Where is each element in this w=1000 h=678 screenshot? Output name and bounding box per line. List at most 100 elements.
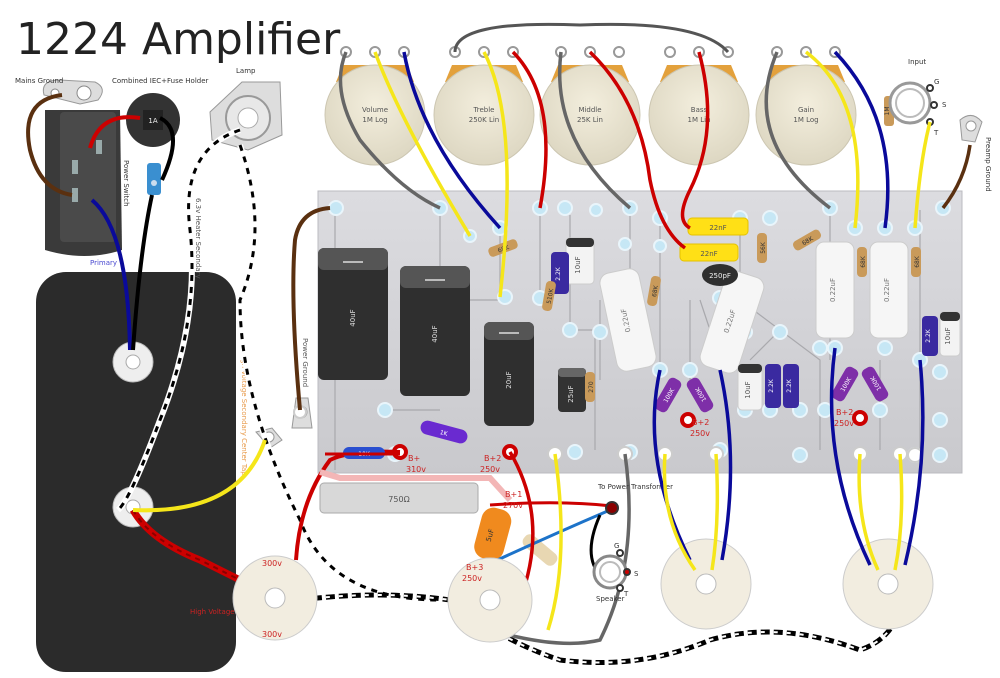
bplus2-voltage: 250v <box>480 465 500 474</box>
cap-value: 10uF <box>574 256 582 273</box>
iec-fuse-holder <box>45 110 122 256</box>
resistor-value: 2.2K <box>768 378 775 393</box>
bplus1-label: B+1 <box>505 490 522 499</box>
input-label: Input <box>908 58 926 66</box>
wire-gain-grey <box>764 51 832 210</box>
pot-label: Middle <box>578 106 601 114</box>
resistor-1k-purple: 1K <box>420 420 468 444</box>
wire-heater-chain-b <box>299 594 901 664</box>
pot-volume[interactable]: Volume 1M Log <box>324 46 426 166</box>
wire-middle-red <box>588 50 687 250</box>
resistor-value: 270 <box>588 381 595 393</box>
cap-value: 22nF <box>709 224 726 232</box>
resistor-68k-b: 68K <box>647 275 661 307</box>
input-s-label: S <box>942 101 947 109</box>
resistor-510k: 510K <box>542 280 556 312</box>
pot-value: 1M Log <box>362 116 387 124</box>
preamp-ground-label: Preamp Ground <box>984 137 992 192</box>
lamp-label: Lamp <box>236 67 256 75</box>
cap-10uf-b: 10uF <box>737 363 763 411</box>
resistor-100k-d: 100K <box>861 366 889 402</box>
resistor-value: 2.2K <box>786 378 793 393</box>
iec-label: Combined IEC+Fuse Holder <box>112 77 209 85</box>
cap-250pf: 250pF <box>702 264 738 286</box>
tube-socket-v2 <box>842 538 934 630</box>
wire-center-tap <box>132 439 267 513</box>
speaker-label: Speaker <box>596 595 625 603</box>
pot-middle[interactable]: Middle 25K Lin <box>539 46 641 166</box>
pot-value: 1M Lin <box>688 116 711 124</box>
pot-bass[interactable]: Bass 1M Lin <box>648 46 750 166</box>
resistor-56k: 56K <box>757 233 767 263</box>
wire-power-ground <box>291 206 331 411</box>
resistor-value: 56K <box>760 241 767 254</box>
bplus2-voltage: 250v <box>690 429 710 438</box>
cap-value: 10uF <box>944 327 952 344</box>
wire-bass-red <box>680 51 710 230</box>
cap-022-c: 0.22uF <box>815 241 855 339</box>
fuse-holder: 1A <box>126 93 180 147</box>
bplus2-label: B+2 <box>484 454 501 463</box>
resistor-68k-d: 68K <box>857 247 867 277</box>
resistor-2k2-b: 2.2K <box>922 316 938 356</box>
primary-label: Primary <box>90 259 117 267</box>
resistor-value: 510K <box>546 287 556 304</box>
cap-25uf: 25uF <box>558 368 586 412</box>
wire-yellow-tube <box>546 453 563 631</box>
bplus3-label: B+3 <box>466 563 483 572</box>
resistor-68k-e: 68K <box>911 247 921 277</box>
cap-022-d: 0.22uF <box>869 241 909 339</box>
ot-terminal <box>605 501 619 515</box>
power-switch[interactable] <box>147 163 161 195</box>
mains-ground-label: Mains Ground <box>15 77 63 85</box>
pot-value: 25K Lin <box>577 116 603 124</box>
speaker-t-label: T <box>623 590 629 598</box>
cap-20uf: 20uF <box>484 322 534 426</box>
bplus1-voltage: 270v <box>503 501 523 510</box>
cap-10uf-a: 10uF <box>565 237 595 285</box>
cap-value: 25uF <box>567 385 575 402</box>
pot-label: Volume <box>362 106 388 114</box>
resistor-value: 750Ω <box>388 495 409 504</box>
wire-volume-blue <box>402 51 502 230</box>
resistor-750: 750Ω <box>319 482 479 514</box>
pot-label: Bass <box>691 106 708 114</box>
wire-plate-b <box>718 369 733 561</box>
tube-socket-v1 <box>660 538 752 630</box>
pot-value: 250K Lin <box>469 116 499 124</box>
resistor-value: 68K <box>651 284 660 298</box>
cap-value: 10uF <box>744 381 752 398</box>
power-ground-label: Power Ground <box>301 338 309 387</box>
wire-preamp-ground <box>941 144 972 210</box>
speaker-jack[interactable] <box>592 549 631 592</box>
resistor-value: 68K <box>860 255 867 268</box>
resistor-100k-b: 100K <box>686 377 714 413</box>
pot-treble[interactable]: Treble 250K Lin <box>433 46 535 166</box>
wire-plate-a <box>652 369 692 561</box>
wire-plate-d <box>903 359 925 566</box>
wire-gain-yellow <box>804 50 860 229</box>
bplus3-voltage: 250v <box>462 574 482 583</box>
wire-grid-b <box>710 453 720 571</box>
to-power-transformer-label: To Power Transformer <box>597 483 673 491</box>
input-g-label: G <box>934 78 939 86</box>
wire-heater-chain <box>299 592 903 665</box>
wire-grid-a <box>662 453 697 572</box>
v300-label-a: 300v <box>262 559 282 568</box>
wire-hv-secondary-twist <box>132 509 251 586</box>
cap-value: 40uF <box>431 325 439 342</box>
wire-grid-c <box>857 453 880 571</box>
resistor-value: 2.2K <box>555 266 562 281</box>
wire-heater-right <box>236 144 441 603</box>
resistor-2k2-a: 2.2K <box>551 252 569 294</box>
wire-middle-grey <box>557 51 632 210</box>
wire-grid-d <box>893 453 904 571</box>
pot-value: 1M Log <box>793 116 818 124</box>
resistor-beige <box>522 534 558 566</box>
bplus2-label: B+2 <box>836 408 853 417</box>
bplus-voltage: 310v <box>406 465 426 474</box>
pot-gain[interactable]: Gain 1M Log <box>755 46 857 166</box>
input-jack[interactable] <box>888 81 938 126</box>
cap-10uf-c: 10uF <box>939 311 961 357</box>
